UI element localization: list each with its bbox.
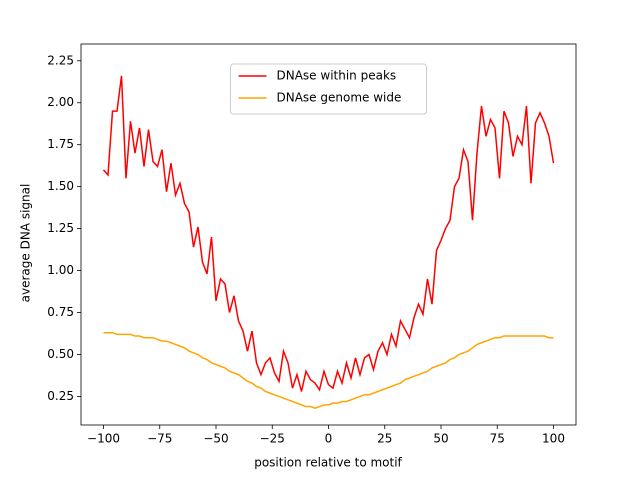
- x-tick-label: 0: [325, 432, 333, 446]
- legend-box: [230, 63, 427, 115]
- y-tick-label: 1.25: [47, 221, 74, 235]
- y-axis-label: average DNA signal: [19, 184, 33, 303]
- x-tick-label: −100: [87, 432, 120, 446]
- y-tick-label: 1.00: [47, 263, 74, 277]
- y-tick-label: 2.25: [47, 53, 74, 67]
- legend: DNAse within peaks DNAse genome wide: [230, 63, 427, 115]
- y-tick-label: 1.50: [47, 179, 74, 193]
- x-tick-label: 75: [490, 432, 505, 446]
- series-line: [103, 331, 554, 410]
- y-tick-label: 2.00: [47, 95, 74, 109]
- x-tick-label: 50: [433, 432, 448, 446]
- x-tick-label: −25: [260, 432, 285, 446]
- y-tick-label: 0.75: [47, 305, 74, 319]
- y-tick-label: 1.75: [47, 137, 74, 151]
- x-tick-label: 25: [377, 432, 392, 446]
- legend-label: DNAse within peaks: [277, 69, 397, 83]
- plot-frame: [80, 43, 577, 426]
- legend-label: DNAse genome wide: [277, 91, 402, 105]
- y-tick-label: 0.50: [47, 347, 74, 361]
- y-tick-label: 0.25: [47, 389, 74, 403]
- series-line: [102, 75, 555, 392]
- x-tick-label: −50: [203, 432, 228, 446]
- x-tick-label: 100: [542, 432, 565, 446]
- x-axis-label: position relative to motif: [254, 456, 402, 470]
- x-tick-label: −75: [147, 432, 172, 446]
